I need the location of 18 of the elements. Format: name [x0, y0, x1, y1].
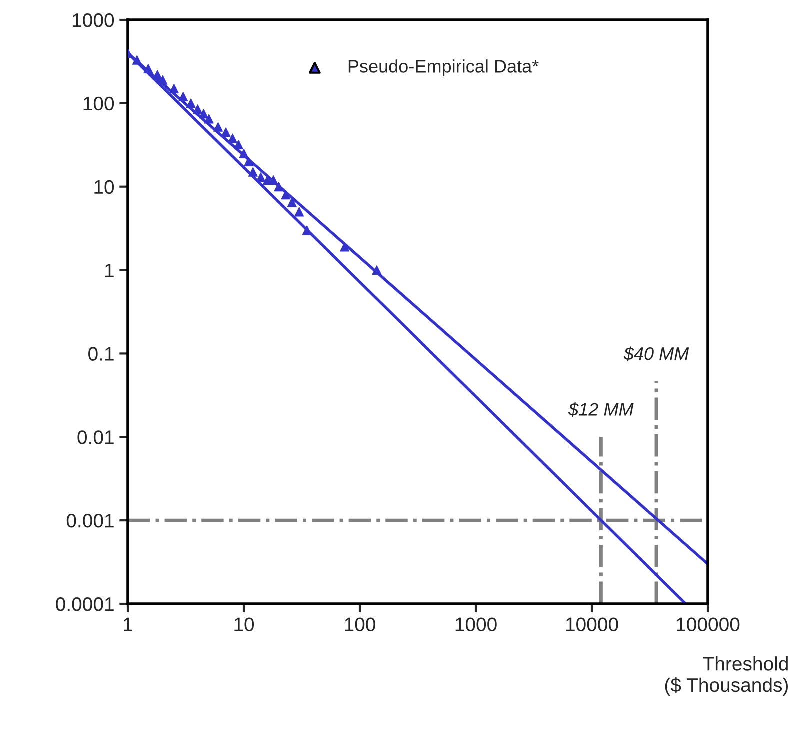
y-tick-label: 10: [94, 180, 114, 194]
y-tick-label: 0.001: [66, 514, 114, 528]
x-tick-label: 10: [234, 618, 254, 632]
x-tick-label: 1000: [456, 618, 497, 632]
ref-line-label: $40 MM: [624, 346, 690, 362]
y-tick-label: 0.01: [78, 430, 114, 444]
x-tick-label: 100000: [677, 618, 740, 632]
y-tick-label: 100: [84, 96, 114, 111]
y-tick-label: 1: [105, 264, 114, 278]
x-tick-label: 10000: [566, 618, 618, 632]
y-tick-label: 0.1: [88, 347, 114, 361]
x-axis-title: Threshold ($ Thousands): [665, 656, 788, 696]
y-tick-label: 0.0001: [56, 597, 114, 612]
ref-line-label: $12 MM: [568, 402, 634, 418]
x-tick-label: 1: [124, 618, 132, 632]
y-tick-label: 1000: [73, 13, 114, 28]
legend-label: Pseudo-Empirical Data*: [348, 60, 539, 76]
x-tick-label: 100: [345, 618, 376, 632]
